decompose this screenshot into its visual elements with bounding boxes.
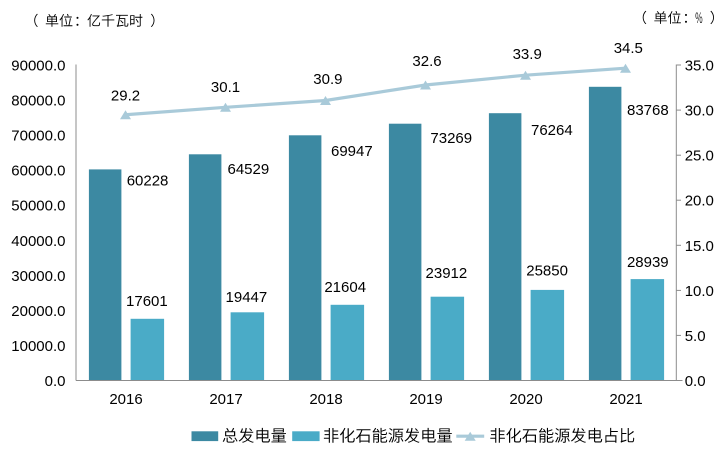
svg-text:35.0: 35.0: [685, 58, 714, 75]
svg-text:17601: 17601: [126, 293, 168, 310]
svg-text:2020: 2020: [509, 391, 542, 408]
svg-text:34.5: 34.5: [614, 40, 643, 57]
svg-text:19447: 19447: [226, 289, 268, 306]
svg-text:10.0: 10.0: [685, 283, 714, 300]
svg-text:69947: 69947: [331, 143, 373, 160]
svg-text:32.6: 32.6: [412, 53, 441, 70]
svg-text:76264: 76264: [531, 122, 573, 139]
svg-text:60000.0: 60000.0: [11, 163, 65, 180]
svg-text:25850: 25850: [526, 262, 568, 279]
svg-text:15.0: 15.0: [685, 238, 714, 255]
svg-text:0.0: 0.0: [685, 373, 706, 390]
svg-text:21604: 21604: [324, 279, 366, 296]
svg-text:2019: 2019: [409, 391, 442, 408]
svg-text:28939: 28939: [627, 254, 669, 271]
svg-text:2021: 2021: [609, 391, 642, 408]
svg-text:20000.0: 20000.0: [11, 303, 65, 320]
svg-text:30.1: 30.1: [211, 79, 240, 96]
svg-text:2017: 2017: [209, 391, 242, 408]
svg-text:10000.0: 10000.0: [11, 338, 65, 355]
svg-text:64529: 64529: [228, 161, 270, 178]
svg-text:40000.0: 40000.0: [11, 233, 65, 250]
svg-text:29.2: 29.2: [111, 88, 140, 105]
svg-text:80000.0: 80000.0: [11, 93, 65, 110]
svg-text:30.0: 30.0: [685, 103, 714, 120]
svg-text:2018: 2018: [309, 391, 342, 408]
svg-text:70000.0: 70000.0: [11, 128, 65, 145]
svg-text:30.9: 30.9: [313, 71, 342, 88]
svg-text:60228: 60228: [127, 172, 169, 189]
svg-text:30000.0: 30000.0: [11, 268, 65, 285]
svg-text:2016: 2016: [109, 391, 142, 408]
svg-text:5.0: 5.0: [685, 328, 706, 345]
svg-text:20.0: 20.0: [685, 193, 714, 210]
svg-text:23912: 23912: [426, 265, 468, 282]
svg-text:90000.0: 90000.0: [11, 58, 65, 75]
svg-text:33.9: 33.9: [513, 46, 542, 63]
svg-text:73269: 73269: [430, 130, 472, 147]
svg-text:50000.0: 50000.0: [11, 198, 65, 215]
svg-text:0.0: 0.0: [45, 373, 66, 390]
svg-text:25.0: 25.0: [685, 148, 714, 165]
svg-text:83768: 83768: [627, 102, 669, 119]
